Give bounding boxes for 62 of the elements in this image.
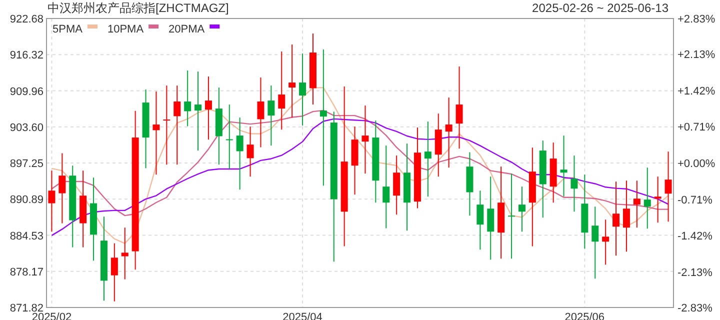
candlestick (664, 151, 672, 222)
candlestick (184, 70, 192, 127)
legend-label: 20PMA (168, 24, 206, 36)
y-tick-label: 884.53 (10, 230, 44, 242)
candlestick (382, 145, 390, 229)
candlestick (299, 53, 306, 126)
candlestick (110, 242, 118, 302)
y2-tick-label: +0.71% (678, 122, 716, 134)
candlestick (612, 181, 620, 256)
candlestick (508, 173, 516, 260)
candlestick (174, 85, 181, 166)
candlestick (456, 66, 463, 150)
candlestick (268, 85, 275, 146)
y-tick-label: 922.68 (10, 14, 44, 26)
candlestick (518, 186, 526, 232)
candlestick (246, 126, 254, 178)
y2-tick-label: -2.13% (678, 266, 713, 279)
chart-subtitle: 2025-02-26 ~ 2025-06-13 (532, 1, 669, 15)
y2-tick-label: -2.83% (678, 302, 713, 314)
y-tick-label: 903.60 (10, 122, 44, 134)
candlestick (644, 167, 651, 230)
y-tick-label: 916.32 (10, 50, 44, 62)
y2-tick-label: -1.42% (678, 230, 713, 243)
candlestick (320, 49, 327, 186)
candlestick (487, 176, 494, 260)
y2-tick-label: +2.83% (678, 14, 716, 26)
y-tick-label: 909.96 (10, 86, 44, 98)
y2-tick-label: -0.71% (678, 194, 713, 206)
y2-tick-label: +1.42% (678, 85, 716, 98)
candlestick (633, 180, 640, 228)
y-tick-label: 871.82 (10, 302, 44, 314)
legend-label: 10PMA (107, 24, 144, 36)
candlestick (424, 121, 432, 198)
candlestick (236, 117, 244, 190)
y2-tick-label: +0.00% (678, 158, 716, 170)
candlestick (362, 105, 369, 174)
y-tick-label: 890.89 (10, 194, 44, 206)
y-tick-label: 897.25 (10, 158, 44, 170)
candlestick (278, 51, 286, 130)
candlestick (152, 91, 160, 176)
candlestick (570, 155, 578, 212)
candlestick (476, 190, 484, 250)
y2-tick-label: +2.13% (678, 49, 716, 62)
candlestick (654, 176, 662, 224)
candlestick (58, 152, 66, 224)
candlestick (592, 206, 599, 280)
candlestick (257, 77, 264, 148)
chart-title: 中汉郑州农产品综指[ZHCTMAGZ] (48, 1, 229, 15)
candlestick (288, 44, 296, 118)
candlestick (194, 71, 202, 152)
candlestick (560, 135, 568, 198)
candlestick (622, 180, 630, 252)
candlestick (121, 227, 128, 280)
y-tick-label: 878.17 (10, 266, 44, 278)
candlestick (393, 155, 400, 216)
candlestick (204, 76, 212, 140)
candlestick (445, 97, 452, 168)
candlestick (48, 170, 56, 232)
legend-label: 5PMA (52, 24, 84, 36)
candlestick (163, 85, 170, 166)
candlestick (602, 219, 610, 266)
candlestick (226, 104, 233, 170)
